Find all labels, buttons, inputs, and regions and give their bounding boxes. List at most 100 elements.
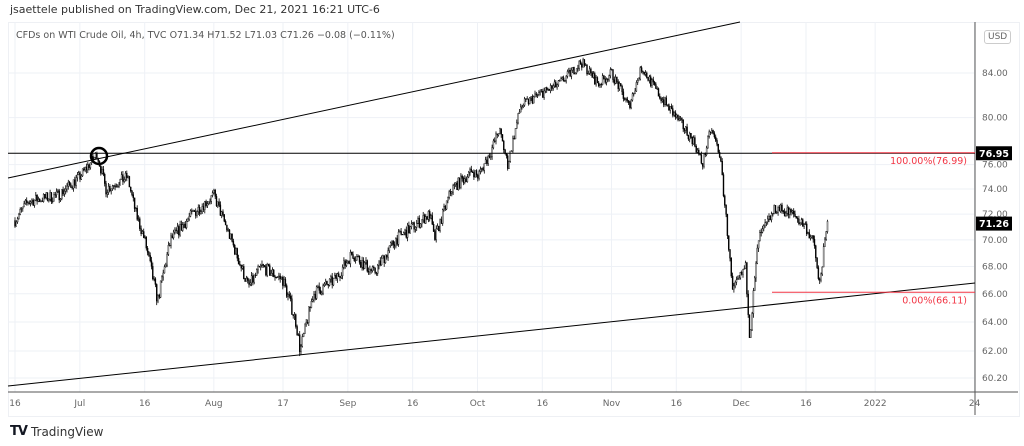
candle-body [561,77,563,80]
candle-body [738,277,740,279]
candle-body [157,294,159,302]
candle-body [224,221,227,226]
currency-button[interactable]: USD [984,30,1012,44]
candle-body [778,207,781,212]
candle-body [795,216,797,219]
candle-body [382,255,384,259]
candle-body [672,108,674,116]
candle-body [240,264,242,269]
candle-body [734,281,736,287]
candle-body [586,64,588,75]
symbol-legend: CFDs on WTI Crude Oil, 4h, TVC O71.34 H7… [16,30,395,41]
candle-body [648,76,651,81]
candle-body [305,322,307,325]
candle-body [96,152,98,160]
candle-body [132,194,135,199]
candle-body [306,322,309,324]
price-tick-label: 64.00 [982,318,1008,328]
candle-body [136,207,138,220]
candle-body [789,209,791,215]
candle-body [744,262,747,269]
candle-body [183,223,185,225]
candle-body [334,275,336,279]
candle-body [279,275,281,279]
candle-body [181,224,184,231]
time-tick-label: 2022 [864,399,887,409]
candle-body [600,84,602,86]
candle-body [633,93,635,95]
candle-body [369,269,371,273]
candle-body [557,80,560,86]
candle-body [80,175,83,180]
candle-body [145,236,148,249]
candle-body [28,202,30,204]
candle-body [787,207,790,215]
candle-body [353,258,355,261]
candle-body [451,191,453,194]
brand-name: TradingView [30,424,104,439]
candle-body [826,221,829,232]
tradingview-logo[interactable]: TV TradingView [10,424,103,439]
time-tick-label: Sep [339,399,356,409]
candle-body [171,235,174,239]
candle-body [106,192,109,195]
candle-body [249,282,252,285]
candle-body [436,225,439,230]
time-tick-label: 17 [277,399,288,409]
candle-body [786,207,788,214]
candle-body [713,133,716,138]
candle-body [455,182,457,185]
candle-body [496,133,498,136]
candle-body [607,79,609,81]
candle-body [194,211,197,216]
candle-body [357,256,359,258]
candle-body [347,261,349,264]
candle-body [110,188,112,191]
candle-body [733,285,735,290]
time-tick-label: 16 [800,399,812,409]
candle-body [516,122,518,129]
candle-body [20,208,23,210]
candle-body [468,171,470,178]
candle-body [313,293,315,300]
candle-body [304,323,306,334]
candle-body [302,333,305,337]
candle-body [457,177,459,190]
candle-body [63,191,66,195]
candle-body [617,81,619,89]
candle-body [144,236,146,238]
candle-body [503,140,505,151]
candle-body [118,184,120,187]
candle-body [594,73,596,85]
candle-body [763,225,765,229]
candle-body [494,140,496,142]
candle-body [175,229,177,231]
candle-body [326,281,328,285]
candle-body [274,276,276,278]
candle-body [686,126,688,136]
candle-body [581,63,583,68]
candle-body [140,228,142,235]
candle-body [478,171,480,179]
time-tick-label: 24 [969,399,981,409]
candle-body [590,68,592,73]
candle-body [608,75,610,81]
candle-body [555,81,557,88]
candle-body [24,200,27,204]
candle-body [520,106,522,113]
candle-body [614,76,617,84]
candle-body [122,174,124,182]
candle-body [460,175,462,188]
candle-body [198,206,201,214]
candle-body [625,98,627,100]
candle-body [724,195,726,206]
candle-body [283,279,285,286]
candle-body [237,258,240,265]
candle-body [54,194,56,196]
candle-body [491,147,493,157]
candle-body [578,61,580,69]
candle-body [425,216,427,224]
candle-body [726,214,729,236]
candle-body [40,200,42,202]
